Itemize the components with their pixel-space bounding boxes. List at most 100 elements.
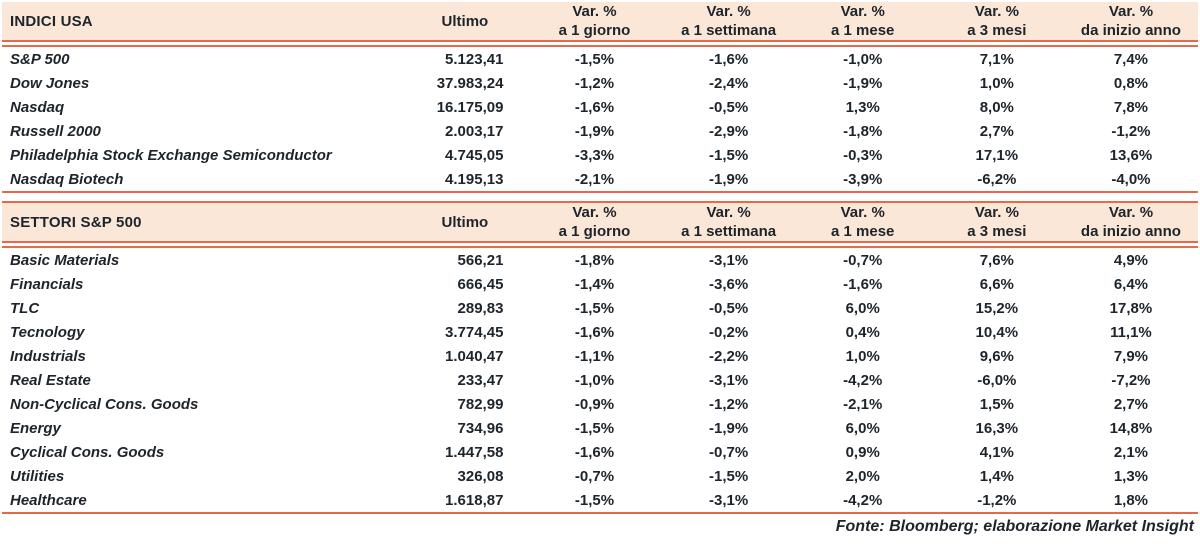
pct-value: -1,6% [574, 98, 615, 116]
pct-header-line1: Var. % [706, 3, 751, 20]
column-header-ultimo: Ultimo [402, 2, 528, 47]
pct-value: 1,5% [979, 395, 1014, 413]
table-row: Healthcare 1.618,87 -1,5% -3,1% -4,2% -1,2% 1,… [2, 488, 1198, 512]
pct-value: -4,2% [843, 491, 883, 509]
settori-sp500-header: SETTORI S&P 500 Ultimo Var. % a 1 giorno Var… [2, 203, 1198, 248]
table-title: INDICI USA [2, 2, 403, 47]
pct-value: -1,5% [574, 299, 615, 317]
pct-value: 9,6% [979, 347, 1014, 365]
pct-value: -1,5% [574, 419, 615, 437]
row-label: Russell 2000 [10, 122, 101, 140]
row-label: Real Estate [10, 371, 91, 389]
pct-value: -3,1% [708, 491, 749, 509]
pct-value: -1,9% [708, 170, 749, 188]
row-label: Industrials [10, 347, 86, 365]
pct-value: 4,9% [1113, 251, 1149, 269]
pct-value: -0,7% [574, 467, 615, 485]
ultimo-value: 566,21 [457, 251, 504, 269]
pct-value: -1,5% [708, 467, 749, 485]
table-row: Utilities 326,08 -0,7% -1,5% 2,0% 1,4% 1,3% [2, 464, 1198, 488]
pct-header-line1: Var. % [572, 3, 617, 20]
pct-value: -1,2% [977, 491, 1017, 509]
pct-value: 17,8% [1109, 299, 1153, 317]
market-report-page: INDICI USA Ultimo Var. % a 1 giorno Var. % a … [2, 2, 1198, 535]
row-label: Basic Materials [10, 251, 120, 269]
column-header-pct: Var. % a 1 settimana [661, 2, 796, 47]
pct-value: -1,1% [574, 347, 615, 365]
pct-header-line1: Var. % [974, 204, 1019, 221]
pct-value: -6,0% [977, 371, 1017, 389]
pct-value: 6,0% [845, 299, 880, 317]
pct-value: -3,9% [843, 170, 883, 188]
pct-value: 7,9% [1113, 347, 1149, 365]
pct-value: -1,2% [1111, 122, 1151, 140]
indici-usa-header: INDICI USA Ultimo Var. % a 1 giorno Var. % a … [2, 2, 1198, 47]
pct-value: -0,5% [708, 299, 749, 317]
row-label: Tecnology [10, 323, 85, 341]
pct-value: 16,3% [975, 419, 1019, 437]
table-row: Nasdaq 16.175,09 -1,6% -0,5% 1,3% 8,0% 7,8% [2, 95, 1198, 119]
pct-value: -3,6% [708, 275, 749, 293]
table-row: Russell 2000 2.003,17 -1,9% -2,9% -1,8% 2,7% -… [2, 119, 1198, 143]
row-label: Dow Jones [10, 74, 90, 92]
pct-value: 8,0% [979, 98, 1014, 116]
pct-value: 7,8% [1113, 98, 1149, 116]
pct-value: 13,6% [1109, 146, 1153, 164]
ultimo-value: 782,99 [457, 395, 504, 413]
pct-header-line1: Var. % [974, 3, 1019, 20]
ultimo-value: 16.175,09 [436, 98, 504, 116]
pct-value: -2,1% [843, 395, 883, 413]
ultimo-value: 4.745,05 [445, 146, 504, 164]
pct-value: 7,1% [979, 50, 1014, 68]
column-header-pct: Var. % a 3 mesi [929, 203, 1064, 248]
pct-value: -2,1% [574, 170, 615, 188]
ultimo-value: 1.040,47 [445, 347, 504, 365]
row-label: S&P 500 [10, 50, 70, 68]
pct-value: -1,6% [574, 443, 615, 461]
ultimo-value: 37.983,24 [436, 74, 504, 92]
pct-value: -1,2% [574, 74, 615, 92]
pct-value: -1,2% [708, 395, 749, 413]
pct-value: -1,9% [843, 74, 883, 92]
pct-value: -0,7% [843, 251, 883, 269]
pct-header-line2: a 1 mese [831, 22, 895, 39]
pct-value: -3,3% [574, 146, 615, 164]
pct-header-line1: Var. % [1108, 204, 1154, 221]
pct-value: 1,4% [979, 467, 1014, 485]
pct-value: 10,4% [975, 323, 1019, 341]
column-header-pct: Var. % a 1 settimana [661, 203, 796, 248]
table-row: S&P 500 5.123,41 -1,5% -1,6% -1,0% 7,1% 7,4% [2, 47, 1198, 71]
row-label: Energy [10, 419, 61, 437]
pct-value: -1,0% [574, 371, 615, 389]
ultimo-value: 1.447,58 [445, 443, 504, 461]
pct-value: 6,4% [1113, 275, 1149, 293]
pct-value: 1,3% [845, 98, 880, 116]
pct-value: -2,9% [708, 122, 749, 140]
pct-header-line1: Var. % [1108, 3, 1154, 20]
pct-value: -3,1% [708, 251, 749, 269]
pct-value: 1,0% [845, 347, 880, 365]
pct-value: 15,2% [975, 299, 1019, 317]
pct-value: -2,2% [708, 347, 749, 365]
pct-header-line1: Var. % [840, 3, 885, 20]
row-label: Cyclical Cons. Goods [10, 443, 165, 461]
column-header-pct: Var. % da inizio anno [1063, 2, 1198, 47]
pct-value: 2,1% [1113, 443, 1149, 461]
row-label: Nasdaq Biotech [10, 170, 124, 188]
row-label: Utilities [10, 467, 65, 485]
pct-value: -1,5% [708, 146, 749, 164]
row-label: TLC [10, 299, 40, 317]
pct-header-line2: a 3 mesi [967, 223, 1027, 240]
table-row: Nasdaq Biotech 4.195,13 -2,1% -1,9% -3,9% -6,… [2, 167, 1198, 191]
table-row: Non-Cyclical Cons. Goods 782,99 -0,9% -1,2%… [2, 392, 1198, 416]
pct-header-line2: a 1 mese [831, 223, 895, 240]
row-label: Non-Cyclical Cons. Goods [10, 395, 199, 413]
ultimo-value: 3.774,45 [445, 323, 504, 341]
pct-value: 11,1% [1110, 323, 1152, 341]
pct-header-line2: a 1 settimana [681, 223, 777, 240]
pct-value: 6,0% [845, 419, 880, 437]
table-row: Industrials 1.040,47 -1,1% -2,2% 1,0% 9,6% 7,9… [2, 344, 1198, 368]
ultimo-value: 4.195,13 [445, 170, 504, 188]
pct-value: -1,6% [843, 275, 883, 293]
ultimo-value: 233,47 [457, 371, 504, 389]
